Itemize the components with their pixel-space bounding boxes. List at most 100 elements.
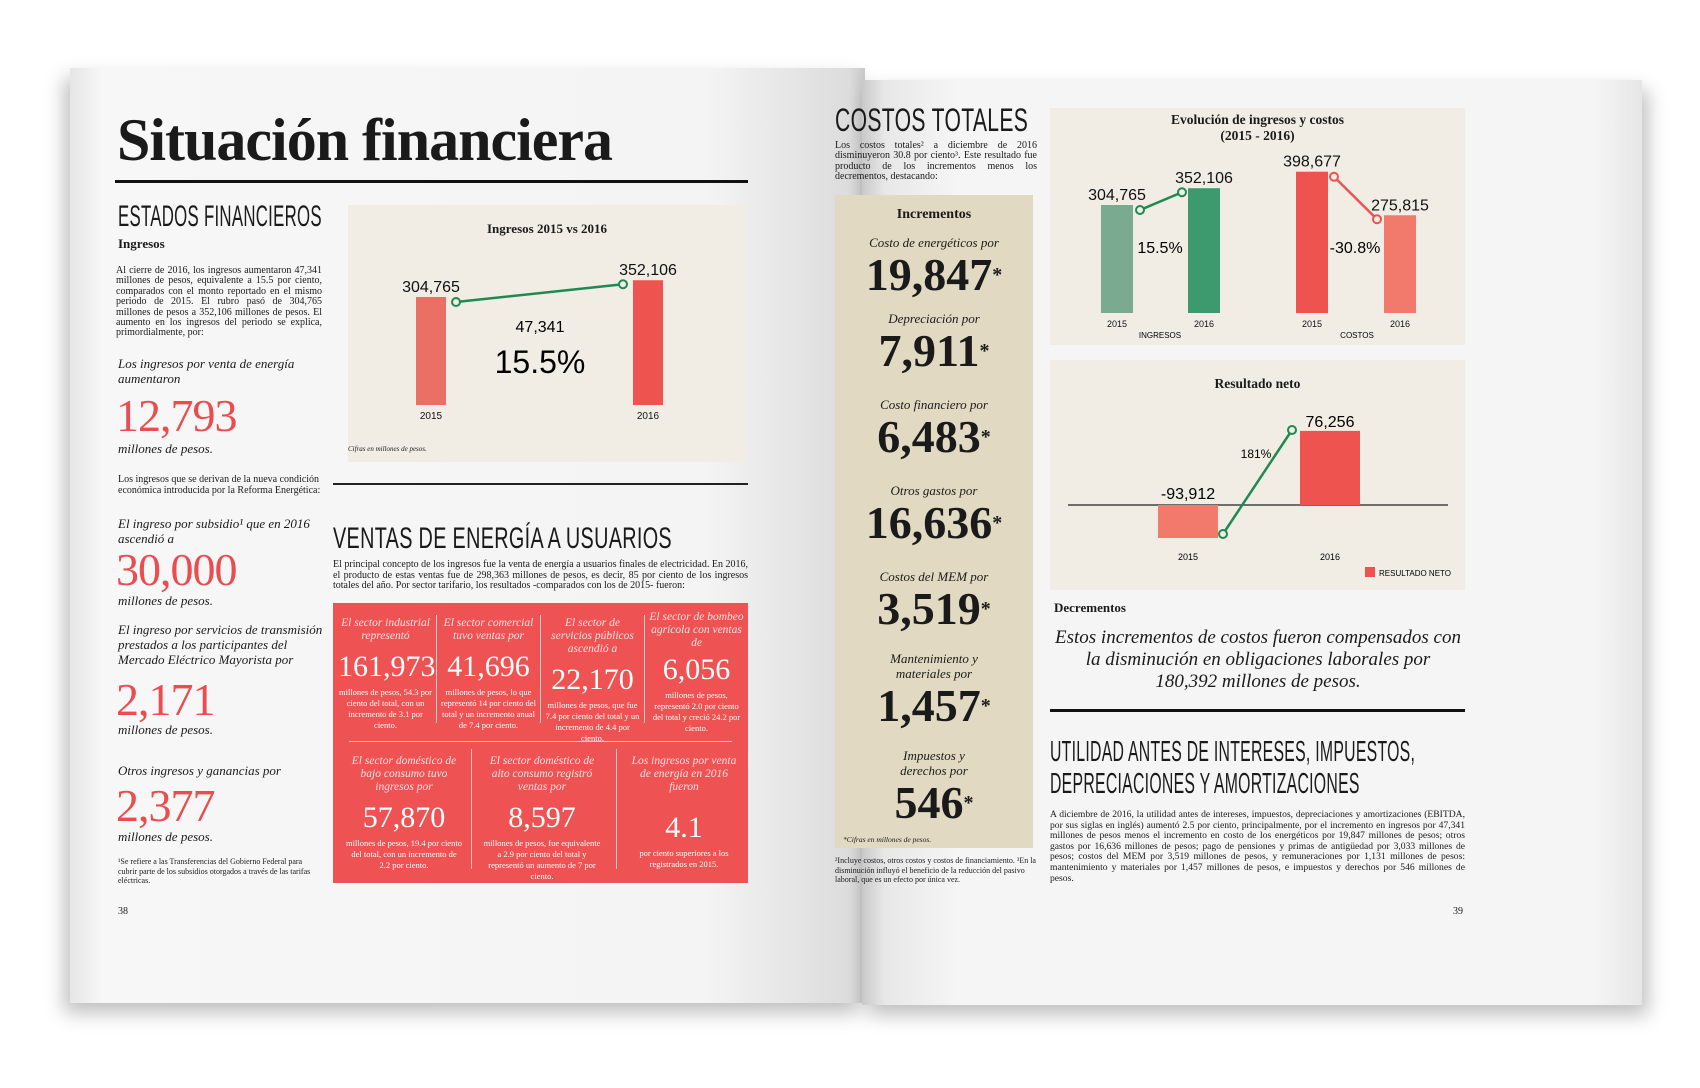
divider — [540, 615, 541, 723]
group-label: COSTOS — [1340, 331, 1374, 340]
increment-value: 19,847* — [865, 249, 1003, 300]
page-title: Situación financiera — [117, 107, 613, 173]
increments-panel: Incrementos Costo de energéticos por 19,8… — [835, 195, 1033, 848]
connector-point — [1218, 529, 1228, 539]
increment-label: Costos del MEM por — [879, 569, 989, 584]
item-label: El ingreso por subsidio¹ que en 2016 asc… — [118, 516, 310, 546]
chart-title: Ingresos 2015 vs 2016 — [486, 221, 608, 236]
increment-value: 546* — [894, 777, 974, 828]
chart-ingresos: Ingresos 2015 vs 2016 304,765 2015 352,106… — [348, 205, 746, 462]
group-label: INGRESOS — [1139, 331, 1181, 340]
tick-label: 2015 — [1302, 319, 1322, 329]
bar — [1101, 205, 1133, 313]
section-heading-costos: COSTOS TOTALES — [835, 102, 1029, 138]
section-heading-estados: ESTADOS FINANCIEROS — [118, 200, 322, 233]
footnote: ¹Se refiere a las Transferencias del Gob… — [118, 857, 311, 885]
section-heading-ventas: VENTAS DE ENERGÍA A USUARIOS — [333, 522, 672, 555]
change-label: 181% — [1241, 447, 1272, 461]
value-label: 275,815 — [1371, 197, 1429, 214]
sector-desc: millones de pesos, fue equivalente a 2.9… — [483, 838, 601, 881]
increment-value: 7,911* — [878, 325, 990, 376]
sector-label: El sector de bombeo agrícola con ventas … — [649, 611, 744, 649]
tick-label: 2015 — [420, 411, 443, 422]
increment-label: Impuestos y derechos por — [900, 748, 968, 778]
item-value: 12,793 — [116, 390, 237, 441]
ventas-paragraph: El principal concepto de los ingresos fu… — [333, 559, 748, 592]
chart-ingresos-svg: 304,765 2015 352,106 2016 47,341 15.5% — [402, 262, 677, 422]
sector-desc: millones de pesos, lo que representó 14 … — [441, 687, 536, 730]
bar — [1300, 430, 1360, 505]
connector-point — [1287, 425, 1297, 435]
annotation: 15.5% — [495, 344, 586, 380]
item-label: El ingreso por servicios de transmisión … — [118, 622, 323, 667]
chart-note: Cifras en millones de pesos. — [348, 445, 427, 453]
value-label: 352,106 — [619, 262, 677, 279]
divider — [471, 749, 472, 869]
sectors-panel: El sector industrial representó 161,973 mi… — [333, 603, 748, 883]
bar — [1296, 171, 1328, 313]
connector-point — [1135, 205, 1145, 215]
value-label: 304,765 — [1088, 187, 1146, 204]
change-label: -30.8% — [1330, 240, 1381, 257]
increment-label: Costo de energéticos por — [869, 235, 999, 250]
sector-desc: millones de pesos, que fue 7.4 por cient… — [545, 700, 640, 743]
intro-paragraph: Al cierre de 2016, los ingresos aumentar… — [116, 265, 322, 339]
value-label: -93,912 — [1161, 486, 1215, 503]
chart-evolucion: Evolución de ingresos y costos (2015 - 20… — [1050, 108, 1465, 345]
legend-swatch — [1365, 567, 1375, 577]
value-label: 398,677 — [1283, 154, 1341, 171]
sector-value: 41,696 — [447, 650, 530, 683]
annotation: 47,341 — [516, 319, 565, 336]
divider — [349, 741, 732, 742]
item-value: 30,000 — [116, 544, 237, 595]
increments-title: Incrementos — [896, 207, 972, 222]
sector-desc: millones de pesos, 54.3 por ciento del t… — [338, 687, 433, 730]
connector-line — [455, 282, 624, 304]
connector-point — [451, 297, 461, 307]
chart-resultado-svg: -93,912 2015 76,256 2016 181% RESULTADO NETO — [1068, 414, 1451, 578]
title-rule — [115, 180, 748, 183]
item-unit: millones de pesos. — [118, 441, 213, 456]
bar — [1158, 505, 1218, 538]
bar — [1188, 188, 1220, 313]
bar — [1384, 215, 1416, 313]
increment-label: Otros gastos por — [890, 483, 978, 498]
bar — [633, 280, 663, 405]
sector-desc: millones de pesos, representó 2.0 por ci… — [652, 690, 741, 733]
tick-label: 2016 — [1194, 319, 1214, 329]
value-label: 304,765 — [402, 279, 460, 296]
increment-label: Costo financiero por — [880, 397, 988, 412]
increment-value: 16,636* — [865, 497, 1003, 548]
increment-label: Mantenimiento y materiales por — [890, 651, 978, 681]
increment-label: Depreciación por — [888, 311, 980, 326]
value-label: 76,256 — [1306, 414, 1355, 431]
increment-value: 3,519* — [877, 583, 991, 634]
connector-point — [1372, 214, 1382, 225]
sector-value: 8,597 — [508, 801, 576, 834]
costos-paragraph: Los costos totales² a diciembre de 2016 … — [835, 140, 1037, 183]
divider — [616, 749, 617, 869]
item-value: 2,377 — [116, 780, 215, 831]
reform-paragraph: Los ingresos que se derivan de la nueva … — [118, 474, 321, 496]
section-heading-ebitda: UTILIDAD ANTES DE INTERESES, IMPUESTOS, … — [1050, 736, 1416, 800]
sector-label: El sector comercial tuvo ventas por — [443, 617, 534, 642]
legend-label: RESULTADO NETO — [1379, 569, 1451, 578]
divider — [436, 615, 437, 723]
sector-value: 22,170 — [551, 663, 634, 696]
chart-evolucion-svg: 304,765 2015 352,106 2016 15.5% INGRESOS 398,6… — [1088, 154, 1429, 340]
page-number: 39 — [1453, 906, 1463, 917]
decrementos-title: Decrementos — [1054, 600, 1126, 615]
bar — [416, 297, 446, 405]
page-number: 38 — [118, 906, 128, 917]
tick-label: 2015 — [1178, 552, 1198, 562]
ebitda-paragraph: A diciembre de 2016, la utilidad antes d… — [1050, 809, 1465, 884]
value-label: 352,106 — [1175, 170, 1233, 187]
change-label: 15.5% — [1137, 240, 1182, 257]
connector-line — [1139, 191, 1183, 212]
sector-label: El sector doméstico de alto consumo regi… — [489, 755, 595, 793]
sector-value: 6,056 — [662, 653, 731, 686]
sector-value: 161,973 — [338, 650, 436, 683]
tick-label: 2016 — [1390, 319, 1410, 329]
increments-note: *Cifras en millones de pesos. — [843, 835, 932, 844]
connector-point — [1177, 187, 1187, 198]
